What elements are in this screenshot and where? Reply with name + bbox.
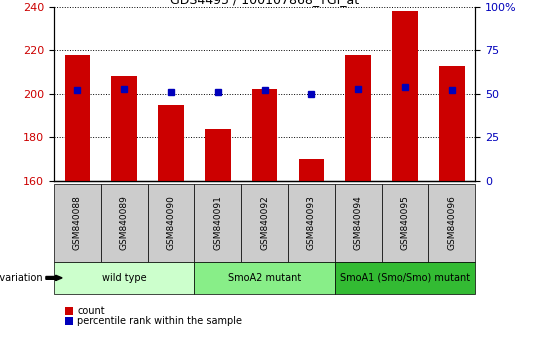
Text: SmoA2 mutant: SmoA2 mutant [228,273,301,283]
Text: GSM840088: GSM840088 [73,195,82,251]
Bar [252,90,278,181]
Text: GSM840092: GSM840092 [260,196,269,250]
Text: wild type: wild type [102,273,146,283]
Bar [65,55,90,181]
Text: GSM840093: GSM840093 [307,195,316,251]
Text: GSM840090: GSM840090 [166,195,176,251]
Title: GDS4495 / 100107868_TGI_at: GDS4495 / 100107868_TGI_at [170,0,359,6]
Text: GSM840096: GSM840096 [447,195,456,251]
Bar [439,65,464,181]
Bar [111,76,137,181]
Text: GSM840095: GSM840095 [401,195,409,251]
Text: count: count [77,306,105,316]
Bar [392,11,418,181]
Text: GSM840094: GSM840094 [354,196,363,250]
Text: SmoA1 (Smo/Smo) mutant: SmoA1 (Smo/Smo) mutant [340,273,470,283]
Bar [205,129,231,181]
Bar [158,105,184,181]
Text: genotype/variation: genotype/variation [0,273,43,283]
Text: GSM840089: GSM840089 [120,195,129,251]
Bar [299,159,324,181]
Text: percentile rank within the sample: percentile rank within the sample [77,316,242,326]
Bar [345,55,371,181]
Text: GSM840091: GSM840091 [213,195,222,251]
